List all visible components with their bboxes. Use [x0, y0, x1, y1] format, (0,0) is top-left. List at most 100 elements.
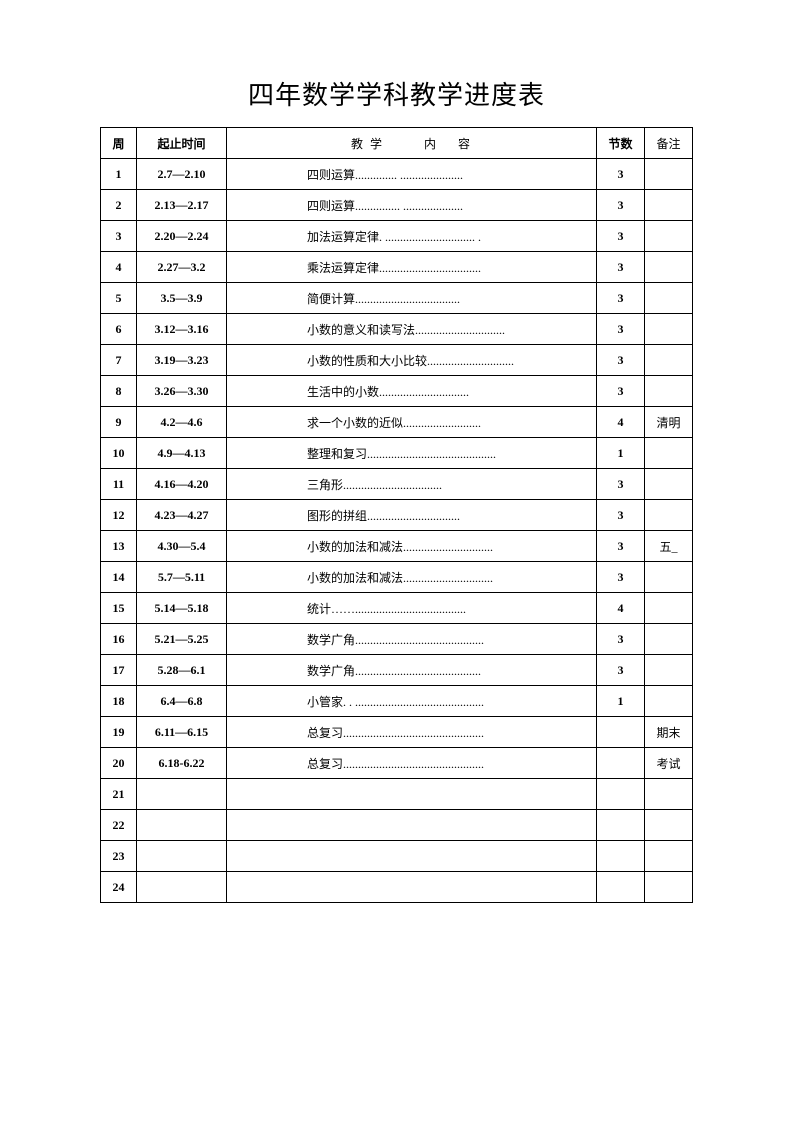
cell-week: 16 — [101, 624, 137, 655]
cell-time: 3.26—3.30 — [137, 376, 227, 407]
content-dots: ..................................... — [355, 602, 466, 616]
cell-week: 2 — [101, 190, 137, 221]
cell-count: 1 — [597, 438, 645, 469]
header-count: 节数 — [597, 128, 645, 159]
cell-time: 4.23—4.27 — [137, 500, 227, 531]
cell-count: 3 — [597, 159, 645, 190]
content-dots: ........................................… — [355, 664, 481, 678]
cell-count: 4 — [597, 407, 645, 438]
content-text: 整理和复习 — [307, 445, 367, 462]
table-row: 12.7—2.10四则运算.............. ............… — [101, 159, 693, 190]
table-row: 145.7—5.11小数的加法和减法......................… — [101, 562, 693, 593]
table-row: 114.16—4.20三角形..........................… — [101, 469, 693, 500]
table-row: 186.4—6.8小管家. . ........................… — [101, 686, 693, 717]
cell-count: 3 — [597, 500, 645, 531]
content-text: 四则运算 — [307, 166, 355, 183]
header-content-p3: 容 — [458, 137, 472, 151]
cell-content: 简便计算................................... — [227, 283, 597, 314]
content-dots: ................................... — [355, 292, 460, 306]
content-dots: ................................. — [343, 478, 442, 492]
cell-count — [597, 872, 645, 903]
cell-time: 2.20—2.24 — [137, 221, 227, 252]
content-dots: .............................. — [403, 571, 493, 585]
table-row: 83.26—3.30生活中的小数........................… — [101, 376, 693, 407]
cell-time: 6.11—6.15 — [137, 717, 227, 748]
header-week: 周 — [101, 128, 137, 159]
cell-time: 2.27—3.2 — [137, 252, 227, 283]
cell-note: 期末 — [645, 717, 693, 748]
cell-note — [645, 624, 693, 655]
content-dots: .............. ..................... — [355, 168, 463, 182]
table-row: 21 — [101, 779, 693, 810]
cell-content — [227, 779, 597, 810]
content-text: 四则运算 — [307, 197, 355, 214]
cell-week: 20 — [101, 748, 137, 779]
content-dots: .................................. — [379, 261, 481, 275]
content-text: 总复习 — [307, 724, 343, 741]
cell-time: 4.2—4.6 — [137, 407, 227, 438]
table-row: 175.28—6.1数学广角..........................… — [101, 655, 693, 686]
cell-note — [645, 283, 693, 314]
table-body: 12.7—2.10四则运算.............. ............… — [101, 159, 693, 903]
cell-count: 3 — [597, 190, 645, 221]
cell-count — [597, 717, 645, 748]
cell-note — [645, 345, 693, 376]
cell-week: 10 — [101, 438, 137, 469]
content-text: 图形的拼组 — [307, 507, 367, 524]
cell-week: 5 — [101, 283, 137, 314]
header-content-p2: 内 — [424, 137, 438, 151]
cell-week: 8 — [101, 376, 137, 407]
cell-note — [645, 593, 693, 624]
cell-time: 4.16—4.20 — [137, 469, 227, 500]
cell-week: 4 — [101, 252, 137, 283]
cell-content: 三角形................................. — [227, 469, 597, 500]
cell-time: 5.7—5.11 — [137, 562, 227, 593]
content-text: 乘法运算定律 — [307, 259, 379, 276]
content-dots: ........................................… — [343, 726, 484, 740]
cell-content: 数学广角....................................… — [227, 655, 597, 686]
cell-note — [645, 190, 693, 221]
cell-week: 19 — [101, 717, 137, 748]
table-row: 42.27—3.2 乘法运算定律.........................… — [101, 252, 693, 283]
table-row: 32.20—2.24加法运算定律. ......................… — [101, 221, 693, 252]
table-row: 165.21—5.25数学广角.........................… — [101, 624, 693, 655]
header-note: 备注 — [645, 128, 693, 159]
table-row: 124.23—4.27图形的拼组........................… — [101, 500, 693, 531]
cell-week: 14 — [101, 562, 137, 593]
cell-note — [645, 252, 693, 283]
cell-content: 总复习.....................................… — [227, 748, 597, 779]
cell-time: 6.4—6.8 — [137, 686, 227, 717]
cell-time: 5.28—6.1 — [137, 655, 227, 686]
cell-content: 整理和复习...................................… — [227, 438, 597, 469]
content-dots: ............................. — [427, 354, 514, 368]
content-text: 小数的性质和大小比较 — [307, 352, 427, 369]
cell-content: 四则运算.............. ..................... — [227, 159, 597, 190]
cell-count: 3 — [597, 221, 645, 252]
cell-count: 3 — [597, 252, 645, 283]
cell-count — [597, 841, 645, 872]
cell-content: 小数的性质和大小比较............................. — [227, 345, 597, 376]
table-header-row: 周 起止时间 教 学 内 容 节数 备注 — [101, 128, 693, 159]
cell-week: 9 — [101, 407, 137, 438]
table-row: 155.14—5.18统计…….........................… — [101, 593, 693, 624]
cell-note — [645, 686, 693, 717]
table-row: 24 — [101, 872, 693, 903]
cell-count: 3 — [597, 624, 645, 655]
cell-count: 3 — [597, 655, 645, 686]
header-content-p1: 教 学 — [351, 137, 384, 151]
cell-week: 21 — [101, 779, 137, 810]
cell-week: 22 — [101, 810, 137, 841]
content-text: 总复习 — [307, 755, 343, 772]
cell-count: 3 — [597, 562, 645, 593]
cell-content: 小数的加法和减法.............................. — [227, 562, 597, 593]
table-row: 53.5—3.9简便计算............................… — [101, 283, 693, 314]
cell-note — [645, 562, 693, 593]
content-text: 小数的加法和减法 — [307, 569, 403, 586]
table-row: 134.30—5.4小数的加法和减法......................… — [101, 531, 693, 562]
cell-time: 3.12—3.16 — [137, 314, 227, 345]
content-dots: ............................... — [367, 509, 460, 523]
cell-content: 图形的拼组............................... — [227, 500, 597, 531]
content-text: 小数的加法和减法 — [307, 538, 403, 555]
cell-note — [645, 655, 693, 686]
cell-time — [137, 810, 227, 841]
